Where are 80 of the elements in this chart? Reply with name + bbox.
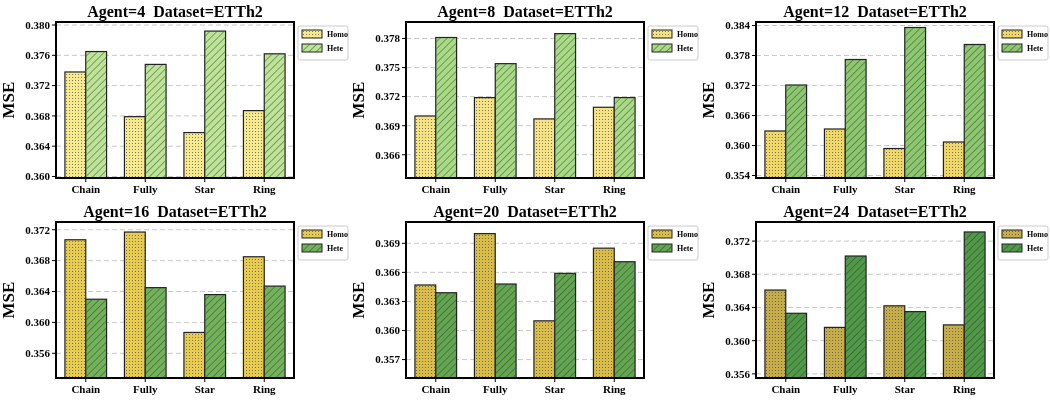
y-axis-title: MSE [0, 81, 18, 119]
y-tick-label: 0.366 [375, 148, 401, 161]
y-tick-label: 0.356 [25, 347, 51, 360]
x-tick-label: Ring [252, 183, 277, 195]
legend-label: Homo [677, 30, 698, 39]
y-tick-label: 0.354 [725, 169, 751, 182]
y-axis-title: MSE [699, 81, 718, 119]
y-tick-label: 0.364 [725, 301, 751, 314]
legend-label: Hete [1027, 244, 1044, 253]
y-tick-label: 0.384 [725, 19, 751, 32]
x-tick-label: Fully [133, 183, 158, 195]
x-tick-label: Fully [833, 383, 858, 395]
y-tick-label: 0.366 [375, 266, 401, 279]
y-tick-label: 0.369 [375, 119, 401, 132]
chart-title: Agent=24 Dataset=ETTh2 [783, 203, 967, 221]
x-tick-label: Ring [952, 383, 977, 395]
x-tick-label: Star [194, 383, 215, 395]
x-tick-label: Chain [771, 383, 801, 395]
x-tick-label: Chain [71, 383, 101, 395]
y-axis-title: MSE [699, 281, 718, 319]
x-tick-label: Chain [421, 383, 451, 395]
y-axis-title: MSE [0, 281, 18, 319]
y-tick-label: 0.372 [25, 79, 51, 92]
y-tick-label: 0.360 [375, 324, 401, 337]
legend-label: Hete [677, 44, 694, 53]
chart-title: Agent=20 Dataset=ETTh2 [433, 203, 617, 221]
legend-label: Homo [1027, 230, 1048, 239]
legend-label: Homo [1027, 30, 1048, 39]
y-tick-label: 0.372 [725, 234, 751, 247]
legend-label: Homo [677, 230, 698, 239]
chart-title: Agent=16 Dataset=ETTh2 [83, 203, 267, 221]
y-tick-label: 0.369 [375, 237, 401, 250]
chart-title: Agent=8 Dataset=ETTh2 [437, 3, 613, 21]
y-tick-label: 0.375 [375, 61, 401, 74]
x-tick-label: Fully [833, 183, 858, 195]
y-tick-label: 0.378 [725, 49, 751, 62]
x-tick-label: Ring [252, 383, 277, 395]
chart-title: Agent=4 Dataset=ETTh2 [87, 3, 263, 21]
x-tick-label: Star [194, 183, 215, 195]
legend-label: Homo [327, 30, 348, 39]
y-tick-label: 0.376 [25, 49, 51, 62]
y-tick-label: 0.357 [375, 353, 401, 366]
x-tick-label: Ring [602, 183, 627, 195]
x-tick-label: Chain [771, 183, 801, 195]
y-tick-label: 0.372 [25, 223, 51, 236]
legend-label: Hete [327, 44, 344, 53]
legend-label: Hete [677, 244, 694, 253]
y-tick-label: 0.360 [25, 316, 51, 329]
y-tick-label: 0.364 [25, 285, 51, 298]
x-tick-label: Ring [602, 383, 627, 395]
y-tick-label: 0.356 [725, 367, 751, 380]
y-tick-label: 0.368 [25, 254, 51, 267]
y-tick-label: 0.378 [375, 32, 401, 45]
y-tick-label: 0.372 [725, 79, 751, 92]
x-tick-label: Fully [133, 383, 158, 395]
y-tick-label: 0.372 [375, 90, 401, 103]
y-tick-label: 0.366 [725, 109, 751, 122]
x-tick-label: Star [894, 383, 915, 395]
x-tick-label: Fully [483, 183, 508, 195]
y-tick-label: 0.360 [725, 139, 751, 152]
legend-label: Homo [327, 230, 348, 239]
chart-title: Agent=12 Dataset=ETTh2 [783, 3, 967, 21]
x-tick-label: Star [544, 183, 565, 195]
y-tick-label: 0.364 [25, 140, 51, 153]
y-tick-label: 0.368 [25, 109, 51, 122]
x-tick-label: Star [894, 183, 915, 195]
x-tick-label: Chain [421, 183, 451, 195]
x-tick-label: Fully [483, 383, 508, 395]
x-tick-label: Star [544, 383, 565, 395]
y-tick-label: 0.363 [375, 295, 401, 308]
legend-label: Hete [327, 244, 344, 253]
y-tick-label: 0.368 [725, 268, 751, 281]
y-axis-title: MSE [349, 81, 368, 119]
x-tick-label: Chain [71, 183, 101, 195]
x-tick-label: Ring [952, 183, 977, 195]
legend-label: Hete [1027, 44, 1044, 53]
y-axis-title: MSE [349, 281, 368, 319]
y-tick-label: 0.380 [25, 18, 51, 31]
y-tick-label: 0.360 [725, 334, 751, 347]
y-tick-label: 0.360 [25, 170, 51, 183]
